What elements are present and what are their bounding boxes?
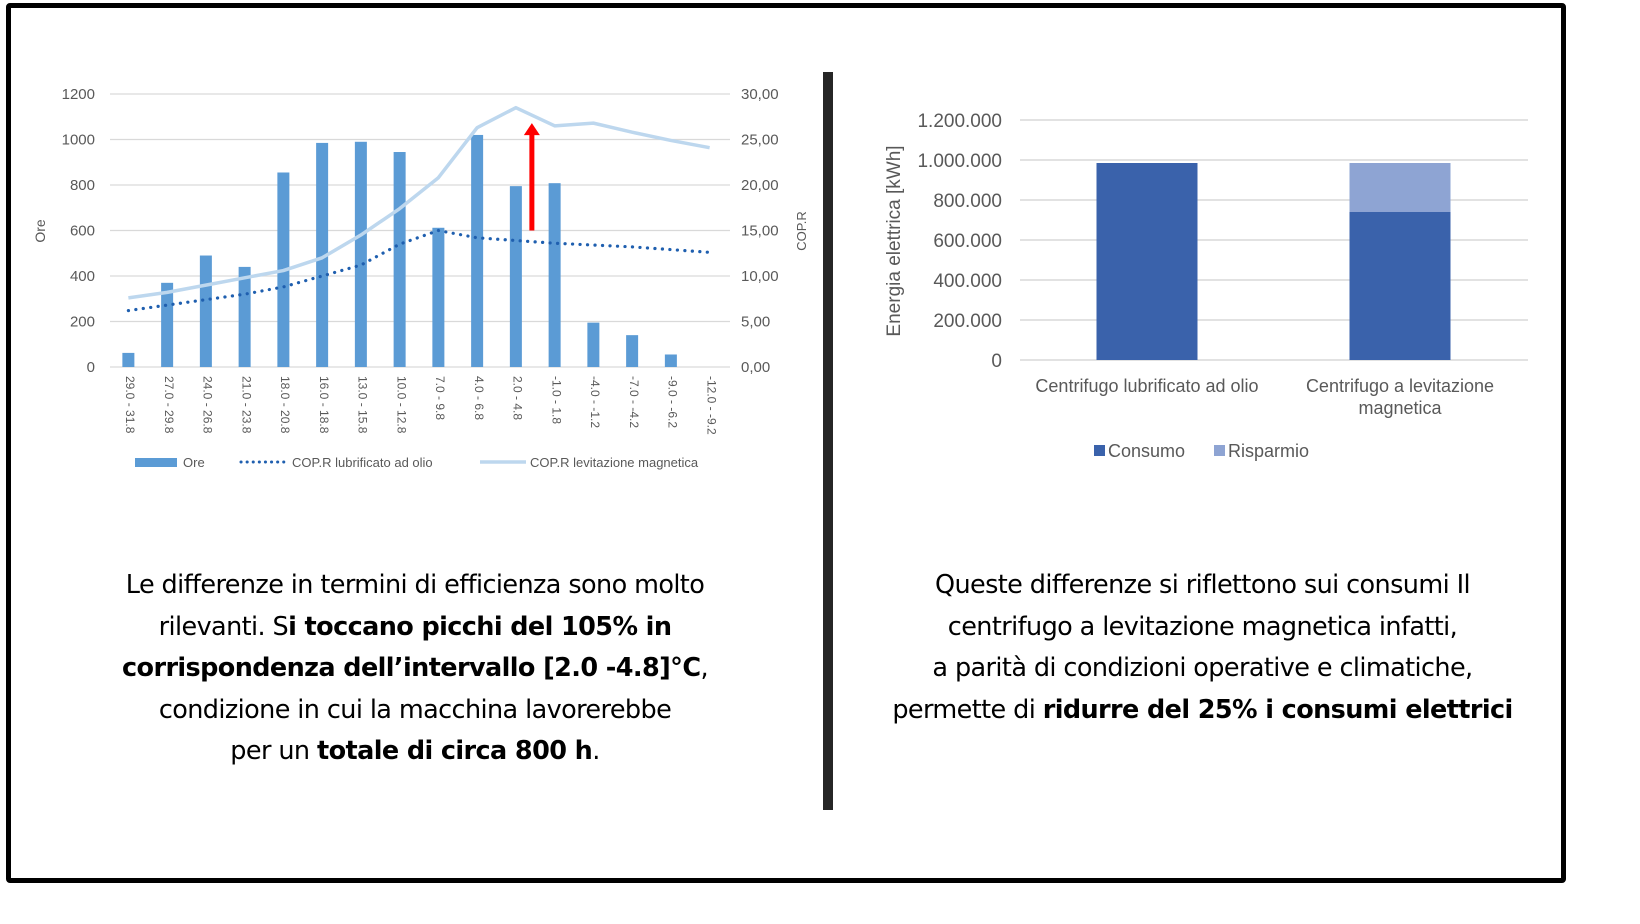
x-axis-category-labels: 29.0 - 31.8 27.0 - 29.8 24.0 - 26.8 21.0 - … bbox=[123, 376, 718, 435]
x-category-label: -1.0 - 1.8 bbox=[549, 376, 563, 424]
right-caption-line-1: Queste differenze si riflettono sui cons… bbox=[934, 570, 1471, 600]
legend-label-cop-olio: COP.R lubrificato ad olio bbox=[292, 455, 433, 470]
ore-bar bbox=[316, 142, 329, 367]
y-tick-right: 5,00 bbox=[741, 314, 770, 331]
y-tick-right: 15,00 bbox=[741, 223, 779, 240]
x-category-label: -7.0 - -4.2 bbox=[627, 376, 641, 428]
left-caption-line-5: per un totale di circa 800 h. bbox=[230, 736, 600, 766]
right-caption-line-3: a parità di condizioni operative e clima… bbox=[932, 653, 1473, 683]
x-category-label: 29.0 - 31.8 bbox=[123, 376, 137, 434]
ore-bar bbox=[509, 186, 522, 367]
red-arrow-annotation bbox=[523, 123, 540, 231]
arrow-shaft bbox=[529, 133, 535, 231]
legend-swatch-ore bbox=[135, 458, 177, 467]
left-y-axis-ticks: 0 200 400 600 800 1000 1200 bbox=[62, 86, 95, 376]
energy-x-axis-labels: Centrifugo lubrificato ad olio Centrifugo… bbox=[1035, 376, 1494, 418]
x-category-label: 21.0 - 23.8 bbox=[239, 376, 253, 434]
ore-bar bbox=[238, 266, 251, 367]
ore-bar bbox=[432, 227, 445, 367]
x-category-label: -12.0 - -9.2 bbox=[704, 376, 718, 435]
vertical-divider bbox=[823, 72, 833, 810]
y-tick: 600.000 bbox=[933, 231, 1002, 252]
ore-bar bbox=[664, 354, 677, 367]
consumo-bar bbox=[1349, 212, 1451, 360]
energy-stacked-bars bbox=[1096, 163, 1451, 360]
y-tick-left: 0 bbox=[87, 359, 95, 376]
x-category-label: -4.0 - -1.2 bbox=[588, 376, 602, 428]
y-tick-right: 25,00 bbox=[741, 132, 779, 149]
y-tick-right: 30,00 bbox=[741, 86, 779, 103]
x-category-label: 18.0 - 20.8 bbox=[278, 376, 292, 434]
left-caption-line-3: corrispondenza dell’intervallo [2.0 -4.8… bbox=[122, 653, 709, 683]
right-caption-line-2: centrifugo a levitazione magnetica infat… bbox=[947, 611, 1458, 642]
ore-bar bbox=[393, 152, 406, 367]
ore-bar bbox=[548, 183, 561, 367]
x-category-label: 10.0 - 12.8 bbox=[394, 376, 408, 434]
risparmio-bar bbox=[1349, 163, 1451, 212]
x-category-label: 2.0 - 4.8 bbox=[511, 376, 525, 420]
y-tick: 1.200.000 bbox=[917, 111, 1002, 132]
x-category-label: Centrifugo a levitazione bbox=[1306, 376, 1494, 396]
y-tick-left: 600 bbox=[70, 223, 95, 240]
right-axis-title: COP.R bbox=[794, 211, 809, 251]
ore-bar bbox=[626, 335, 639, 367]
x-category-label: -9.0 - -6.2 bbox=[666, 376, 680, 428]
x-category-label: 24.0 - 26.8 bbox=[201, 376, 215, 434]
ore-bar bbox=[122, 352, 135, 367]
y-tick: 200.000 bbox=[933, 311, 1002, 332]
left-caption-line-1: Le differenze in termini di efficienza s… bbox=[125, 570, 705, 600]
y-tick-left: 1200 bbox=[62, 86, 95, 103]
legend-label-consumo: Consumo bbox=[1108, 441, 1185, 461]
y-tick-right: 0,00 bbox=[741, 359, 770, 376]
cop-hours-combo-chart: 0 200 400 600 800 1000 1200 0,00 5,00 10,00 15,00… bbox=[32, 86, 809, 470]
y-tick-left: 1000 bbox=[62, 132, 95, 149]
x-category-label: magnetica bbox=[1358, 398, 1442, 418]
consumo-bar bbox=[1096, 163, 1198, 360]
x-category-label: 16.0 - 18.8 bbox=[317, 376, 331, 434]
ore-bar bbox=[199, 255, 212, 367]
ore-bar bbox=[587, 322, 600, 367]
legend-swatch-consumo bbox=[1094, 445, 1105, 456]
energy-axis-title: Energia elettrica [kWh] bbox=[884, 145, 905, 336]
right-chart-gridlines bbox=[1020, 119, 1528, 361]
right-caption-line-4: permette di ridurre del 25% i consumi el… bbox=[892, 694, 1513, 725]
energy-y-axis-ticks: 0 200.000 400.000 600.000 800.000 1.000.000 1.… bbox=[917, 111, 1002, 372]
left-caption-line-4: condizione in cui la macchina lavorerebb… bbox=[158, 694, 672, 725]
y-tick: 0 bbox=[991, 351, 1002, 372]
ore-bar bbox=[354, 141, 367, 367]
y-tick: 800.000 bbox=[933, 191, 1002, 212]
left-caption-line-2: rilevanti. Si toccano picchi del 105% in bbox=[158, 611, 672, 642]
ore-bars bbox=[122, 134, 677, 367]
legend-label-ore: Ore bbox=[183, 455, 205, 470]
cop-levitazione-line bbox=[128, 105, 710, 300]
left-caption: Le differenze in termini di efficienza s… bbox=[40, 565, 790, 773]
x-category-label: 13.0 - 15.8 bbox=[356, 376, 370, 434]
y-tick-left: 200 bbox=[70, 314, 95, 331]
slide-frame bbox=[6, 3, 1566, 883]
x-category-label: 7.0 - 9.8 bbox=[433, 376, 447, 420]
ore-bar bbox=[471, 134, 484, 367]
y-tick: 400.000 bbox=[933, 271, 1002, 292]
y-tick: 1.000.000 bbox=[917, 151, 1002, 172]
right-caption: Queste differenze si riflettono sui cons… bbox=[845, 565, 1560, 731]
energy-consumption-stacked-chart: 0 200.000 400.000 600.000 800.000 1.000.000 1.… bbox=[884, 111, 1528, 461]
legend-swatch-risparmio bbox=[1214, 445, 1225, 456]
right-y-axis-ticks: 0,00 5,00 10,00 15,00 20,00 25,00 30,00 bbox=[741, 86, 779, 376]
left-axis-title: Ore bbox=[32, 219, 48, 243]
arrow-head bbox=[523, 123, 540, 136]
energy-legend: Consumo Risparmio bbox=[1094, 441, 1309, 461]
cop-olio-dotted-line bbox=[126, 228, 712, 313]
left-chart-legend: Ore COP.R lubrificato ad olio COP.R levi… bbox=[135, 455, 699, 470]
y-tick-left: 400 bbox=[70, 268, 95, 285]
legend-label-cop-levitazione: COP.R levitazione magnetica bbox=[530, 455, 699, 470]
y-tick-right: 20,00 bbox=[741, 177, 779, 194]
legend-label-risparmio: Risparmio bbox=[1228, 441, 1309, 461]
x-category-label: Centrifugo lubrificato ad olio bbox=[1035, 376, 1258, 396]
x-category-label: 4.0 - 6.8 bbox=[472, 376, 486, 420]
x-category-label: 27.0 - 29.8 bbox=[162, 376, 176, 434]
y-tick-left: 800 bbox=[70, 177, 95, 194]
ore-bar bbox=[161, 282, 174, 367]
y-tick-right: 10,00 bbox=[741, 268, 779, 285]
